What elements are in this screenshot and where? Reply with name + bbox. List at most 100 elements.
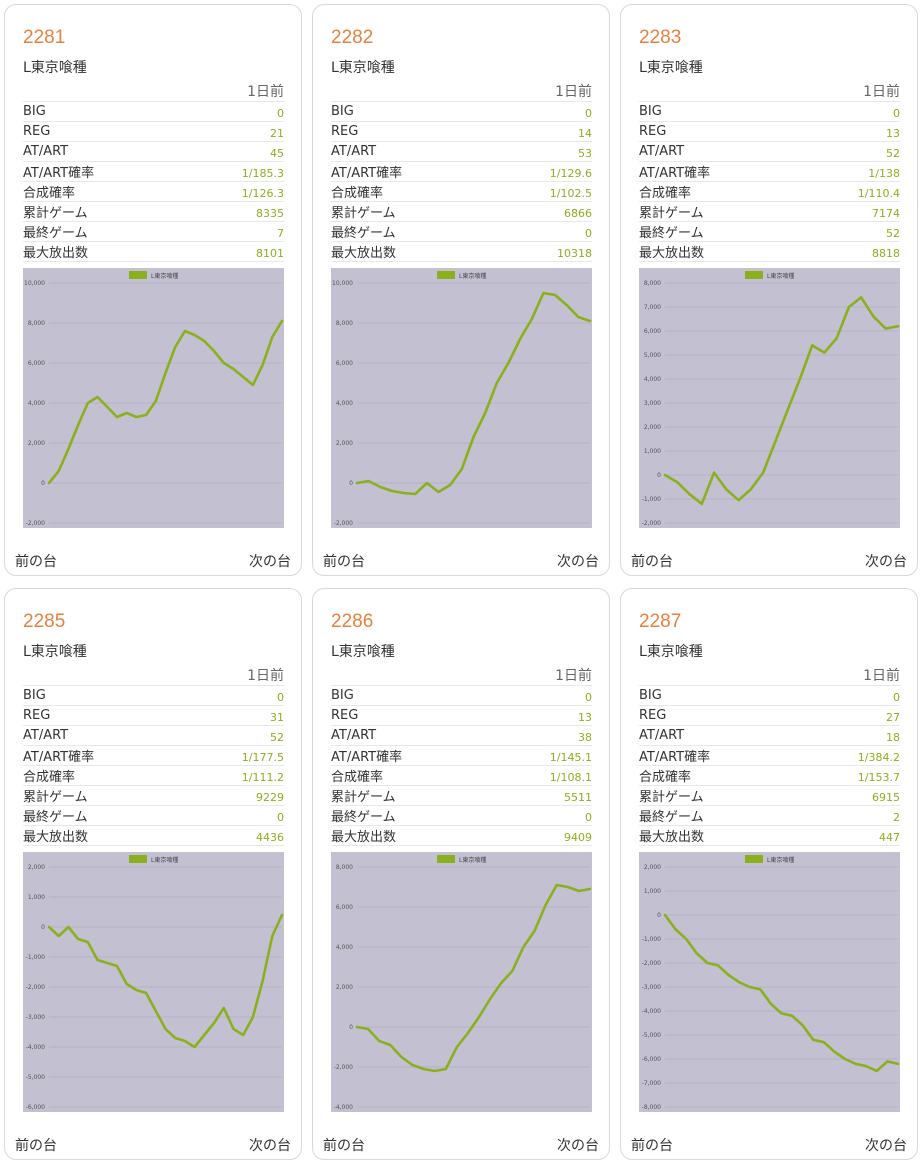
prev-machine-link[interactable]: 前の台 xyxy=(323,1138,365,1154)
stat-value: 4436 xyxy=(256,830,284,844)
stat-value: 13 xyxy=(886,126,900,140)
stat-value: 0 xyxy=(277,690,284,704)
machine-number[interactable]: 2287 xyxy=(639,611,682,632)
stat-value: 0 xyxy=(277,106,284,120)
stat-value: 27 xyxy=(886,710,900,724)
day-header: 1日前 xyxy=(331,664,592,686)
y-tick-label: 2,000 xyxy=(336,984,353,991)
stat-row: 最終ゲーム 2 xyxy=(639,806,900,826)
next-machine-link[interactable]: 次の台 xyxy=(865,1138,907,1154)
stat-row: REG 21 xyxy=(23,122,284,142)
slump-chart: L東京喰種 -4,000 -2,000 0 2,000 4,000 6,000 8,000 xyxy=(331,852,592,1112)
y-tick-label: 1,000 xyxy=(644,888,661,895)
day-header: 1日前 xyxy=(639,664,900,686)
machine-number[interactable]: 2285 xyxy=(23,611,66,632)
machine-number[interactable]: 2281 xyxy=(23,27,66,48)
stat-label: 合成確率 xyxy=(331,770,384,785)
stat-row: BIG 0 xyxy=(23,686,284,706)
y-tick-label: -4,000 xyxy=(642,1008,662,1015)
stat-row: REG 13 xyxy=(639,122,900,142)
plot-area xyxy=(23,268,284,528)
stat-row: 最終ゲーム 0 xyxy=(331,222,592,242)
y-tick-label: 2,000 xyxy=(644,864,661,871)
slump-line xyxy=(663,913,900,1073)
stat-row: BIG 0 xyxy=(639,686,900,706)
stat-value: 1/110.4 xyxy=(857,186,900,200)
stat-label: 最終ゲーム xyxy=(639,810,704,825)
stat-row: BIG 0 xyxy=(23,102,284,122)
y-tick-label: 8,000 xyxy=(644,280,661,287)
stat-row: 累計ゲーム 6915 xyxy=(639,786,900,806)
y-tick-label: 0 xyxy=(657,472,661,479)
plot-area xyxy=(331,268,592,528)
stat-row: 最終ゲーム 0 xyxy=(23,806,284,826)
machine-number[interactable]: 2286 xyxy=(331,611,374,632)
y-tick-label: 0 xyxy=(349,480,353,487)
machine-card: 2283 L東京喰種 1日前 BIG 0 REG 13 AT/ART 52 AT/ART確率 1/1… xyxy=(620,4,918,576)
stat-value: 2 xyxy=(893,810,900,824)
y-tick-label: -8,000 xyxy=(642,1104,662,1111)
stat-label: REG xyxy=(23,124,51,139)
stat-label: BIG xyxy=(639,104,662,119)
stat-label: 最終ゲーム xyxy=(639,226,704,241)
stats-table: 1日前 BIG 0 REG 13 AT/ART 38 AT/ART確率 1/145.1 合成確率 1… xyxy=(331,664,592,846)
legend-label: L東京喰種 xyxy=(767,272,794,280)
stat-row: AT/ART確率 1/129.6 xyxy=(331,162,592,182)
stat-value: 0 xyxy=(277,810,284,824)
stat-label: 最大放出数 xyxy=(639,830,705,845)
stat-row: AT/ART確率 1/185.3 xyxy=(23,162,284,182)
stat-value: 1/108.1 xyxy=(549,770,592,784)
stat-value: 0 xyxy=(585,226,592,240)
y-tick-label: 0 xyxy=(349,1024,353,1031)
machine-name: L東京喰種 xyxy=(23,60,87,76)
stat-label: 累計ゲーム xyxy=(23,790,88,805)
stat-label: AT/ART xyxy=(331,144,377,159)
stat-row: 合成確率 1/111.2 xyxy=(23,766,284,786)
y-tick-label: -6,000 xyxy=(642,1056,662,1063)
stat-label: 合成確率 xyxy=(639,770,692,785)
stat-row: 合成確率 1/108.1 xyxy=(331,766,592,786)
next-machine-link[interactable]: 次の台 xyxy=(249,1138,291,1154)
next-machine-link[interactable]: 次の台 xyxy=(249,554,291,570)
next-machine-link[interactable]: 次の台 xyxy=(865,554,907,570)
y-tick-label: 4,000 xyxy=(336,400,353,407)
stats-table: 1日前 BIG 0 REG 21 AT/ART 45 AT/ART確率 1/185.3 合成確率 1… xyxy=(23,80,284,262)
next-machine-link[interactable]: 次の台 xyxy=(557,554,599,570)
stat-row: 合成確率 1/153.7 xyxy=(639,766,900,786)
stat-value: 31 xyxy=(270,710,284,724)
stat-label: 最終ゲーム xyxy=(331,226,396,241)
stat-value: 10318 xyxy=(557,246,592,260)
prev-machine-link[interactable]: 前の台 xyxy=(631,554,673,570)
prev-machine-link[interactable]: 前の台 xyxy=(15,554,57,570)
prev-machine-link[interactable]: 前の台 xyxy=(631,1138,673,1154)
plot-area xyxy=(639,852,900,1112)
stat-label: BIG xyxy=(23,688,46,703)
slump-line xyxy=(663,296,900,506)
machine-name: L東京喰種 xyxy=(331,60,395,76)
machine-number[interactable]: 2283 xyxy=(639,27,682,48)
stat-value: 447 xyxy=(879,830,900,844)
stat-label: 合成確率 xyxy=(639,186,692,201)
stat-row: REG 31 xyxy=(23,706,284,726)
stat-label: 合成確率 xyxy=(331,186,384,201)
machine-number[interactable]: 2282 xyxy=(331,27,374,48)
legend-label: L東京喰種 xyxy=(151,856,178,864)
stat-row: REG 14 xyxy=(331,122,592,142)
y-tick-label: -2,000 xyxy=(26,984,46,991)
y-tick-label: -2,000 xyxy=(334,520,354,527)
stat-value: 7 xyxy=(277,226,284,240)
y-tick-label: 8,000 xyxy=(336,320,353,327)
stat-row: AT/ART確率 1/177.5 xyxy=(23,746,284,766)
y-tick-label: 2,000 xyxy=(644,424,661,431)
y-tick-label: 3,000 xyxy=(644,400,661,407)
slump-line xyxy=(47,319,284,485)
machine-name: L東京喰種 xyxy=(331,644,395,660)
prev-machine-link[interactable]: 前の台 xyxy=(323,554,365,570)
y-tick-label: 0 xyxy=(41,924,45,931)
stat-row: BIG 0 xyxy=(331,686,592,706)
next-machine-link[interactable]: 次の台 xyxy=(557,1138,599,1154)
y-tick-label: -4,000 xyxy=(334,1104,354,1111)
stat-value: 0 xyxy=(585,810,592,824)
prev-machine-link[interactable]: 前の台 xyxy=(15,1138,57,1154)
stat-value: 9409 xyxy=(564,830,592,844)
